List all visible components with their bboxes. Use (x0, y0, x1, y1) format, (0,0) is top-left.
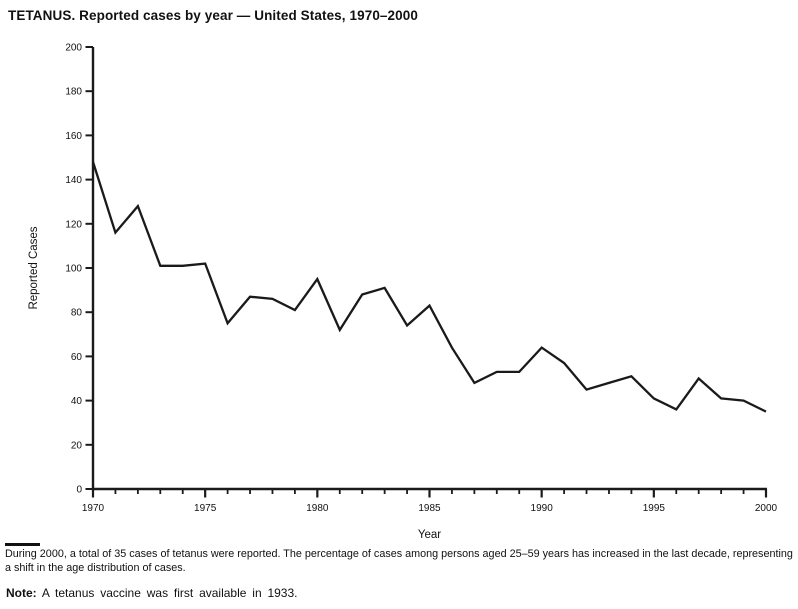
note-label: Note: (6, 586, 37, 600)
note-line: Note: A tetanus vaccine was first availa… (6, 586, 297, 600)
x-tick-label: 1975 (194, 503, 217, 514)
x-tick-label: 1990 (531, 503, 554, 514)
y-tick-label: 180 (65, 87, 82, 98)
x-tick-label: 1970 (82, 503, 105, 514)
footnote-text: During 2000, a total of 35 cases of teta… (5, 548, 793, 574)
chart-title: TETANUS. Reported cases by year — United… (8, 8, 418, 23)
x-tick-label: 1985 (418, 503, 441, 514)
x-tick-label: 1980 (306, 503, 329, 514)
note-text: A tetanus vaccine was first available in… (41, 586, 298, 600)
reported-cases-line (91, 161, 767, 413)
x-axis-title: Year (418, 529, 441, 541)
y-tick-label: 40 (71, 396, 83, 407)
y-tick-label: 140 (65, 175, 82, 186)
y-tick-label: 0 (76, 485, 82, 496)
y-tick-label: 100 (65, 264, 82, 275)
y-tick-label: 20 (71, 440, 83, 451)
y-tick-label: 60 (71, 352, 83, 363)
x-tick-label: 1995 (643, 503, 666, 514)
y-tick-label: 160 (65, 131, 82, 142)
y-axis-title: Reported Cases (28, 226, 40, 309)
y-tick-label: 120 (65, 219, 82, 230)
footnote-divider (5, 543, 40, 546)
x-tick-label: 2000 (755, 503, 778, 514)
y-tick-label: 200 (65, 43, 82, 54)
y-tick-label: 80 (71, 308, 83, 319)
